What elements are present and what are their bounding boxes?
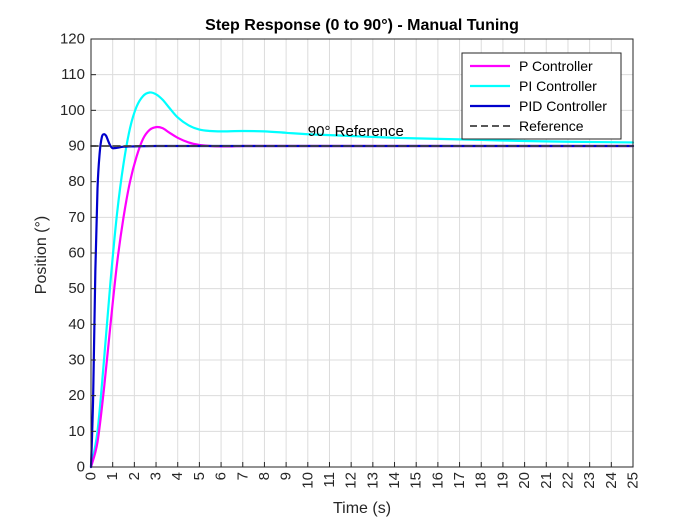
x-tick-label: 12 — [343, 472, 360, 489]
y-tick-label: 80 — [68, 173, 85, 190]
x-tick-label: 11 — [321, 472, 338, 488]
x-tick-label: 23 — [581, 472, 598, 489]
x-tick-label: 18 — [473, 472, 490, 489]
x-axis-label: Time (s) — [333, 500, 391, 517]
x-tick-label: 2 — [126, 472, 143, 480]
x-tick-label: 16 — [429, 472, 446, 489]
y-tick-label: 120 — [60, 31, 85, 48]
x-tick-label: 20 — [516, 472, 533, 489]
y-tick-label: 60 — [68, 245, 85, 262]
y-tick-label: 50 — [68, 280, 85, 297]
x-tick-label: 15 — [408, 472, 425, 489]
y-tick-label: 70 — [68, 209, 85, 226]
reference-annotation: 90° Reference — [308, 123, 404, 140]
x-tick-label: 19 — [494, 472, 511, 489]
x-tick-label: 1 — [104, 472, 121, 480]
x-tick-label: 6 — [213, 472, 230, 480]
x-tick-label: 13 — [364, 472, 381, 489]
x-tick-label: 14 — [386, 472, 403, 489]
x-tick-label: 4 — [169, 472, 186, 480]
y-axis-label: Position (°) — [33, 216, 50, 294]
y-tick-label: 10 — [68, 423, 85, 440]
x-tick-label: 22 — [559, 472, 576, 489]
x-tick-label: 0 — [83, 472, 100, 480]
series-line-pi-controller — [89, 91, 635, 469]
y-tick-label: 0 — [77, 459, 85, 476]
x-tick-label: 24 — [603, 472, 620, 489]
x-tick-label: 25 — [625, 472, 642, 489]
chart-title: Step Response (0 to 90°) - Manual Tuning — [205, 17, 519, 34]
y-tick-label: 100 — [60, 102, 85, 119]
legend-entry: PI Controller — [519, 78, 597, 94]
legend: P Controller PI Controller PID Controller R… — [461, 52, 622, 140]
x-tick-label: 8 — [256, 472, 273, 480]
axis-ticks: 0 1 2 3 4 5 6 7 8 9 10 11 12 13 14 15 16 17 18 19 20 21 22 23 24… — [60, 31, 642, 489]
x-tick-label: 9 — [278, 472, 295, 480]
series-lines — [89, 91, 635, 469]
y-tick-label: 90 — [68, 138, 85, 155]
x-tick-label: 10 — [299, 472, 316, 489]
x-tick-label: 21 — [538, 472, 555, 489]
y-tick-label: 40 — [68, 316, 85, 333]
x-tick-label: 3 — [148, 472, 165, 480]
legend-box — [461, 52, 622, 140]
x-tick-label: 7 — [234, 472, 251, 480]
legend-entry: P Controller — [519, 58, 593, 74]
y-tick-label: 30 — [68, 352, 85, 369]
x-tick-label: 17 — [451, 472, 468, 489]
y-tick-label: 110 — [61, 66, 85, 83]
y-tick-label: 20 — [68, 387, 85, 404]
x-tick-label: 5 — [191, 472, 208, 480]
legend-entry: PID Controller — [519, 98, 607, 114]
legend-entry: Reference — [519, 118, 584, 134]
